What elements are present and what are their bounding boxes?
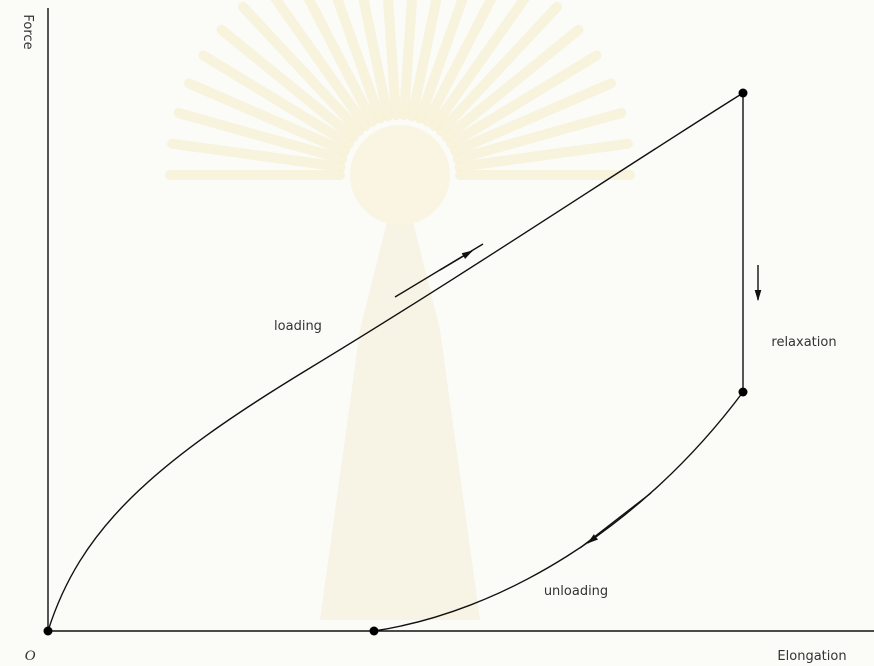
loading-arrow-head: [440, 251, 472, 270]
x-axis-label: Elongation: [777, 649, 846, 664]
origin-label: O: [25, 648, 36, 664]
watermark: [170, 0, 630, 620]
relaxation-label: relaxation: [771, 335, 836, 350]
unloading-arrow-head: [588, 526, 610, 543]
loading-label: loading: [274, 319, 322, 334]
unloading-arrow: [580, 493, 651, 548]
y-axis-label: Force: [20, 14, 35, 49]
unloading-label: unloading: [544, 584, 608, 599]
diagram: Force Elongation O loading relaxation un…: [0, 0, 874, 666]
